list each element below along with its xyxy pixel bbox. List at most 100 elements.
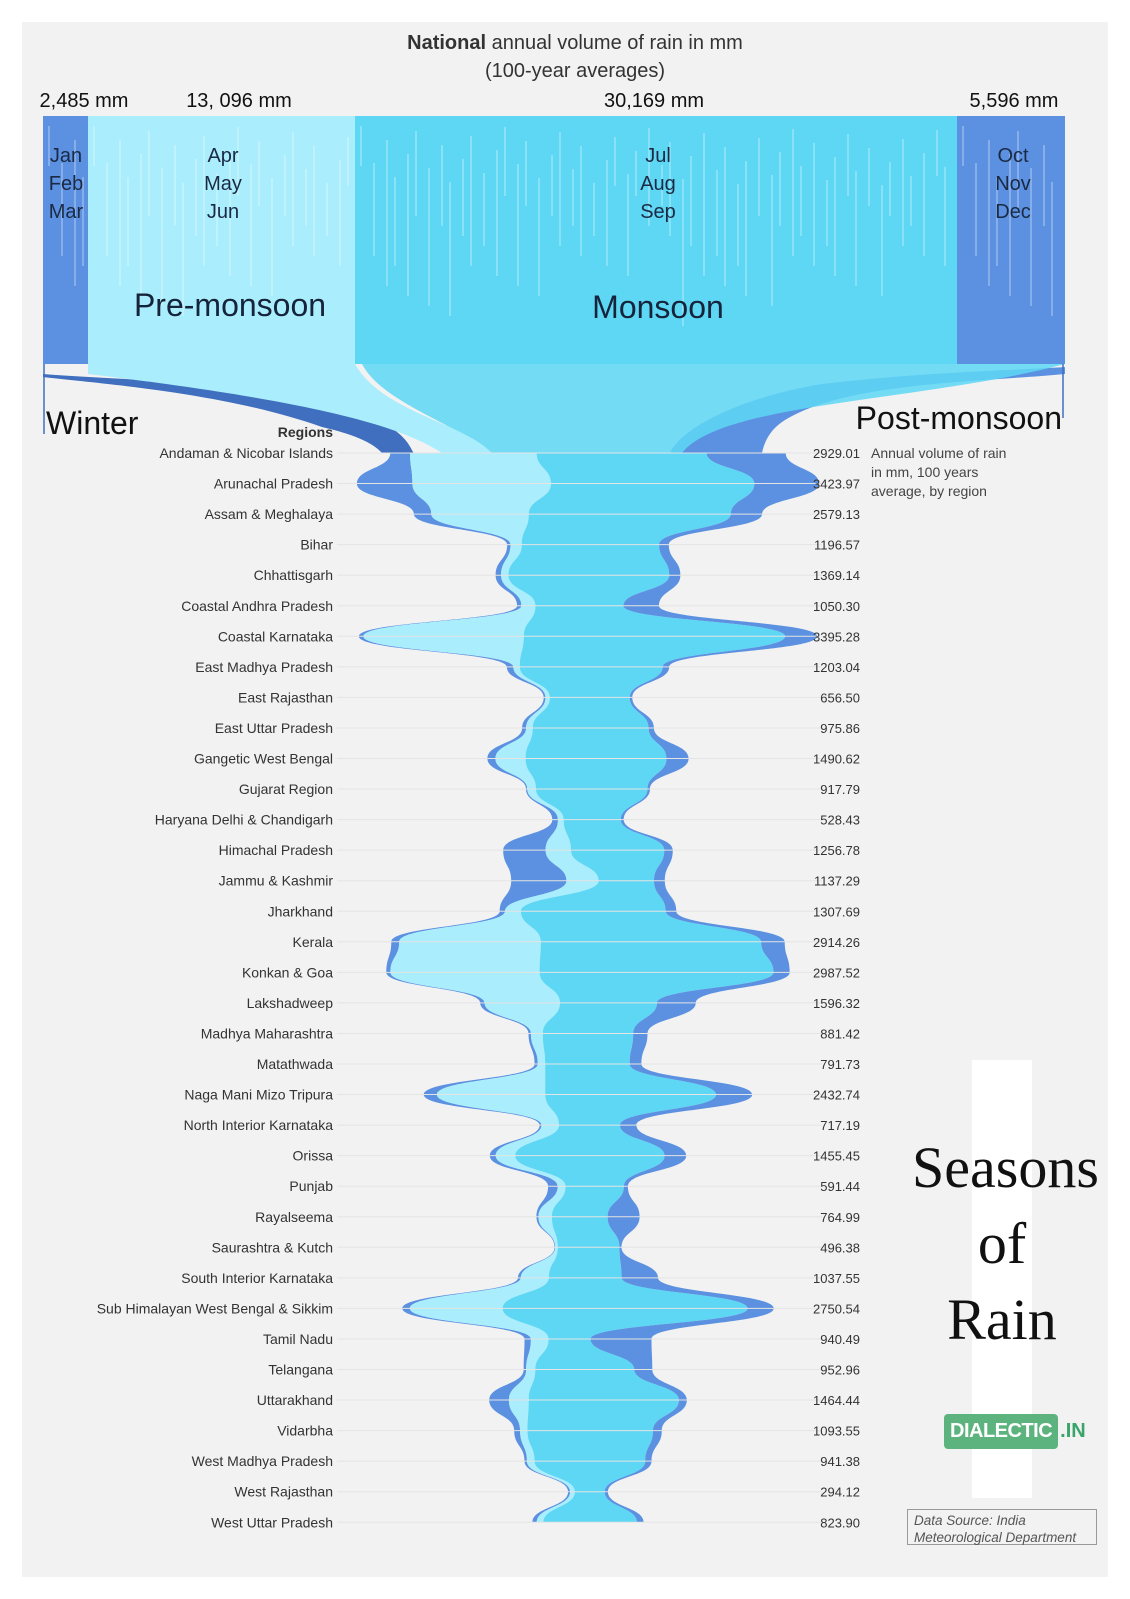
region-label: West Rajasthan bbox=[234, 1484, 333, 1500]
streamgraph-chart: National annual volume of rain in mm (100… bbox=[40, 32, 1065, 1530]
region-value: 1203.04 bbox=[813, 660, 860, 675]
region-label: West Madhya Pradesh bbox=[192, 1453, 333, 1469]
month-label: Jul bbox=[645, 145, 671, 167]
region-label: Chhattisgarh bbox=[254, 567, 333, 583]
region-value: 1093.55 bbox=[813, 1424, 860, 1439]
season-total-postmonsoon: 5,596 mm bbox=[970, 90, 1059, 112]
region-label: Konkan & Goa bbox=[242, 964, 333, 980]
region-label: Coastal Karnataka bbox=[218, 628, 333, 644]
stream-band-postmonsoon bbox=[590, 453, 820, 1523]
region-value: 2750.54 bbox=[813, 1301, 860, 1316]
region-value: 2929.01 bbox=[813, 446, 860, 461]
source-line: Data Source: India bbox=[914, 1513, 1026, 1528]
logo-wordmark: DIALECTIC bbox=[944, 1414, 1059, 1449]
month-label: Aug bbox=[640, 173, 676, 195]
region-label: Kerala bbox=[293, 934, 334, 950]
region-label: Matathwada bbox=[257, 1056, 333, 1072]
region-value: 2914.26 bbox=[813, 935, 860, 950]
region-label: Uttarakhand bbox=[257, 1392, 333, 1408]
data-source-note: Data Source: India Meteorological Depart… bbox=[907, 1509, 1097, 1545]
month-label: Oct bbox=[997, 145, 1029, 167]
region-value: 1455.45 bbox=[813, 1149, 860, 1164]
chart-title-rest: annual volume of rain in mm bbox=[486, 32, 743, 54]
region-label: Assam & Meghalaya bbox=[205, 506, 334, 522]
region-label: Madhya Maharashtra bbox=[201, 1025, 334, 1041]
month-label: Feb bbox=[49, 173, 83, 195]
region-label: Rayalseema bbox=[255, 1209, 333, 1225]
month-label: Dec bbox=[995, 201, 1031, 223]
season-block-postmonsoon bbox=[957, 116, 1065, 364]
regions-axis-header: Regions bbox=[278, 424, 333, 440]
region-value: 881.42 bbox=[820, 1026, 860, 1041]
stream-band-monsoon bbox=[502, 453, 786, 1523]
brand-title-line: Seasons bbox=[912, 1135, 1099, 1200]
region-label: East Uttar Pradesh bbox=[215, 720, 333, 736]
region-value: 1196.57 bbox=[814, 538, 860, 553]
region-value: 656.50 bbox=[820, 690, 860, 705]
region-value: 1137.29 bbox=[814, 874, 860, 889]
season-block-monsoon bbox=[355, 116, 957, 364]
region-label: Jharkhand bbox=[268, 903, 333, 919]
season-name-premonsoon: Pre-monsoon bbox=[134, 287, 326, 323]
region-value: 1464.44 bbox=[813, 1393, 860, 1408]
premonsoon-funnel bbox=[88, 364, 492, 453]
region-label: Naga Mani Mizo Tripura bbox=[184, 1087, 333, 1103]
region-value: 2432.74 bbox=[813, 1088, 860, 1103]
season-total-winter: 2,485 mm bbox=[40, 90, 129, 112]
region-label: South Interior Karnataka bbox=[181, 1270, 333, 1286]
season-total-premonsoon: 13, 096 mm bbox=[186, 90, 292, 112]
monsoon-funnel bbox=[88, 364, 1065, 453]
month-label: Apr bbox=[207, 145, 238, 167]
postmonsoon-funnel bbox=[670, 364, 1065, 453]
month-label: May bbox=[204, 173, 242, 195]
region-label: North Interior Karnataka bbox=[184, 1117, 334, 1133]
annotation-note-line: average, by region bbox=[871, 483, 987, 499]
season-name-winter: Winter bbox=[46, 405, 139, 441]
region-value: 496.38 bbox=[820, 1240, 860, 1255]
brand-title-line: Rain bbox=[947, 1287, 1057, 1352]
region-value: 952.96 bbox=[820, 1363, 860, 1378]
region-label: Tamil Nadu bbox=[263, 1331, 333, 1347]
region-value: 1256.78 bbox=[813, 843, 860, 858]
region-value: 3423.97 bbox=[813, 477, 860, 492]
season-block-winter bbox=[43, 116, 88, 364]
region-value: 528.43 bbox=[820, 813, 860, 828]
season-block-premonsoon bbox=[88, 116, 355, 364]
region-value: 1369.14 bbox=[813, 568, 860, 583]
region-value: 975.86 bbox=[820, 721, 860, 736]
region-value: 1050.30 bbox=[813, 599, 860, 614]
logo-tld: .IN bbox=[1060, 1420, 1086, 1442]
region-value: 917.79 bbox=[820, 782, 860, 797]
source-line: Meteorological Department bbox=[914, 1530, 1077, 1545]
region-value: 591.44 bbox=[820, 1179, 860, 1194]
region-value: 1037.55 bbox=[813, 1271, 860, 1286]
brand-title-line: of bbox=[977, 1211, 1027, 1276]
region-label: Arunachal Pradesh bbox=[214, 476, 333, 492]
month-label: Nov bbox=[995, 173, 1031, 195]
region-label: East Madhya Pradesh bbox=[195, 659, 333, 675]
region-value: 791.73 bbox=[820, 1057, 860, 1072]
region-label: Saurashtra & Kutch bbox=[212, 1239, 333, 1255]
region-label: Andaman & Nicobar Islands bbox=[159, 445, 333, 461]
region-value: 823.90 bbox=[820, 1515, 860, 1530]
region-label: Vidarbha bbox=[277, 1423, 333, 1439]
season-name-monsoon: Monsoon bbox=[592, 289, 724, 325]
brand-title: Seasons of Rain bbox=[912, 1130, 1099, 1358]
region-value: 2579.13 bbox=[813, 507, 860, 522]
month-label: Mar bbox=[49, 201, 84, 223]
region-value: 717.19 bbox=[820, 1118, 860, 1133]
region-label: Sub Himalayan West Bengal & Sikkim bbox=[97, 1300, 333, 1316]
region-label: Gujarat Region bbox=[239, 781, 333, 797]
annotation-note-line: Annual volume of rain bbox=[871, 445, 1006, 461]
region-label: East Rajasthan bbox=[238, 689, 333, 705]
region-value: 294.12 bbox=[820, 1485, 860, 1500]
chart-title: National annual volume of rain in mm bbox=[407, 32, 743, 54]
annotation-note-line: in mm, 100 years bbox=[871, 464, 978, 480]
chart-title-bold: National bbox=[407, 32, 486, 54]
region-value: 940.49 bbox=[820, 1332, 860, 1347]
dialectic-logo: DIALECTIC .IN bbox=[944, 1414, 1086, 1449]
region-label: Telangana bbox=[268, 1362, 333, 1378]
chart-subtitle: (100-year averages) bbox=[485, 60, 665, 82]
season-name-postmonsoon: Post-monsoon bbox=[856, 400, 1062, 436]
region-label: Lakshadweep bbox=[247, 995, 334, 1011]
